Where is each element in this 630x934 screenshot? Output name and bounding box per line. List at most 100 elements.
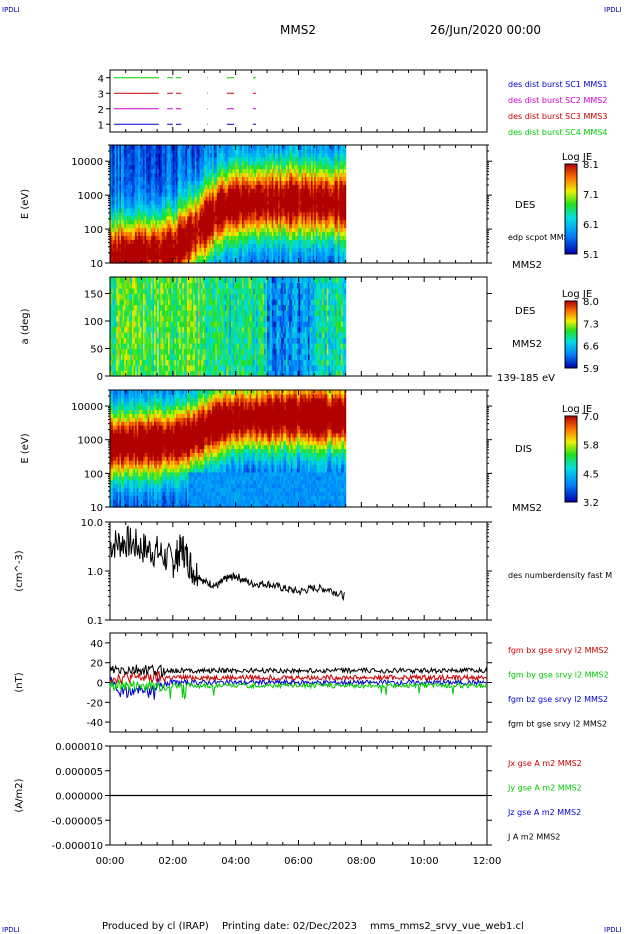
heatmap-cell xyxy=(252,152,256,158)
heatmap-cell xyxy=(232,200,235,205)
heatmap-cell xyxy=(111,359,114,366)
heatmap-cell xyxy=(226,184,229,189)
heatmap-cell xyxy=(309,160,312,166)
heatmap-cell xyxy=(320,196,323,201)
heatmap-cell xyxy=(208,196,212,201)
heatmap-cell xyxy=(237,207,240,213)
heatmap-cell xyxy=(307,200,311,205)
heatmap-cell xyxy=(320,152,323,158)
heatmap-cell xyxy=(271,145,274,150)
heatmap-cell xyxy=(171,219,174,225)
heatmap-cell xyxy=(161,152,165,158)
heatmap-cell xyxy=(153,176,157,181)
heatmap-cell xyxy=(210,231,213,237)
heatmap-cell xyxy=(177,219,180,225)
heatmap-cell xyxy=(284,219,287,225)
heatmap-cell xyxy=(207,148,210,154)
heatmap-cell xyxy=(276,239,279,244)
heatmap-cell xyxy=(169,160,172,166)
heatmap-cell xyxy=(146,145,149,150)
heatmap-cell xyxy=(168,168,171,174)
heatmap-cell xyxy=(254,251,257,256)
heatmap-cell xyxy=(243,211,246,217)
heatmap-cell xyxy=(128,255,132,260)
heatmap-cell xyxy=(116,321,119,328)
heatmap-cell xyxy=(257,207,260,213)
heatmap-cell xyxy=(292,188,295,193)
heatmap-cell xyxy=(155,239,158,244)
heatmap-cell xyxy=(157,192,160,197)
heatmap-cell xyxy=(216,152,219,158)
heatmap-cell xyxy=(135,152,138,158)
heatmap-cell xyxy=(110,310,113,317)
heatmap-cell xyxy=(133,337,136,344)
heatmap-cell xyxy=(168,259,171,264)
heatmap-cell xyxy=(185,207,188,213)
heatmap-cell xyxy=(190,207,193,213)
heatmap-cell xyxy=(312,176,315,181)
heatmap-cell xyxy=(190,255,193,260)
heatmap-cell xyxy=(296,184,300,189)
heatmap-cell xyxy=(282,215,285,221)
heatmap-cell xyxy=(293,215,296,221)
heatmap-cell xyxy=(139,239,143,244)
heatmap-cell xyxy=(119,223,122,229)
heatmap-cell xyxy=(323,223,326,229)
heatmap-cell xyxy=(323,259,326,264)
heatmap-cell xyxy=(207,207,210,213)
heatmap-cell xyxy=(235,200,238,205)
heatmap-cell xyxy=(120,164,124,170)
heatmap-cell xyxy=(342,227,345,233)
heatmap-cell xyxy=(210,207,213,213)
heatmap-cell xyxy=(229,200,232,205)
heatmap-cell xyxy=(172,172,176,178)
heatmap-cell xyxy=(246,223,249,229)
heatmap-cell xyxy=(131,277,135,284)
heatmap-cell xyxy=(160,176,163,181)
heatmap-cell xyxy=(271,219,274,225)
heatmap-cell xyxy=(186,227,190,233)
heatmap-cell xyxy=(164,259,168,264)
heatmap-cell xyxy=(172,196,176,201)
heatmap-cell xyxy=(282,219,285,225)
heatmap-cell xyxy=(281,255,284,260)
heatmap-cell xyxy=(185,219,188,225)
heatmap-cell xyxy=(339,255,342,260)
heatmap-cell xyxy=(168,223,171,229)
heatmap-cell xyxy=(303,156,306,162)
heatmap-cell xyxy=(152,211,155,217)
heatmap-cell xyxy=(243,219,246,225)
heatmap-cell xyxy=(287,172,290,178)
heatmap-cell xyxy=(183,152,186,158)
heatmap-cell xyxy=(175,148,179,154)
heatmap-cell xyxy=(229,207,232,213)
heatmap-cell xyxy=(190,156,193,162)
heatmap-cell xyxy=(320,255,323,260)
heatmap-cell xyxy=(161,160,165,166)
heatmap-cell xyxy=(278,211,281,217)
heatmap-cell xyxy=(196,148,199,154)
heatmap-cell xyxy=(263,219,267,225)
heatmap-cell xyxy=(141,247,144,252)
heatmap-cell xyxy=(314,192,317,197)
heatmap-cell xyxy=(171,235,174,240)
heatmap-cell xyxy=(336,251,339,256)
heatmap-cell xyxy=(142,235,146,240)
heatmap-cell xyxy=(216,247,219,252)
heatmap-cell xyxy=(248,196,251,201)
heatmap-cell xyxy=(265,180,268,185)
heatmap-cell xyxy=(331,184,334,189)
heatmap-cell xyxy=(279,207,282,213)
heatmap-cell xyxy=(274,160,278,166)
heatmap-cell xyxy=(149,219,152,225)
heatmap-cell xyxy=(113,293,116,300)
heatmap-cell xyxy=(339,247,342,252)
heatmap-cell xyxy=(344,243,347,248)
heatmap-cell xyxy=(122,239,125,244)
heatmap-cell xyxy=(133,251,136,256)
heatmap-cell xyxy=(317,188,320,193)
heatmap-cell xyxy=(276,168,279,174)
heatmap-cell xyxy=(179,192,182,197)
heatmap-cell xyxy=(199,148,202,154)
heatmap-cell xyxy=(133,200,136,205)
